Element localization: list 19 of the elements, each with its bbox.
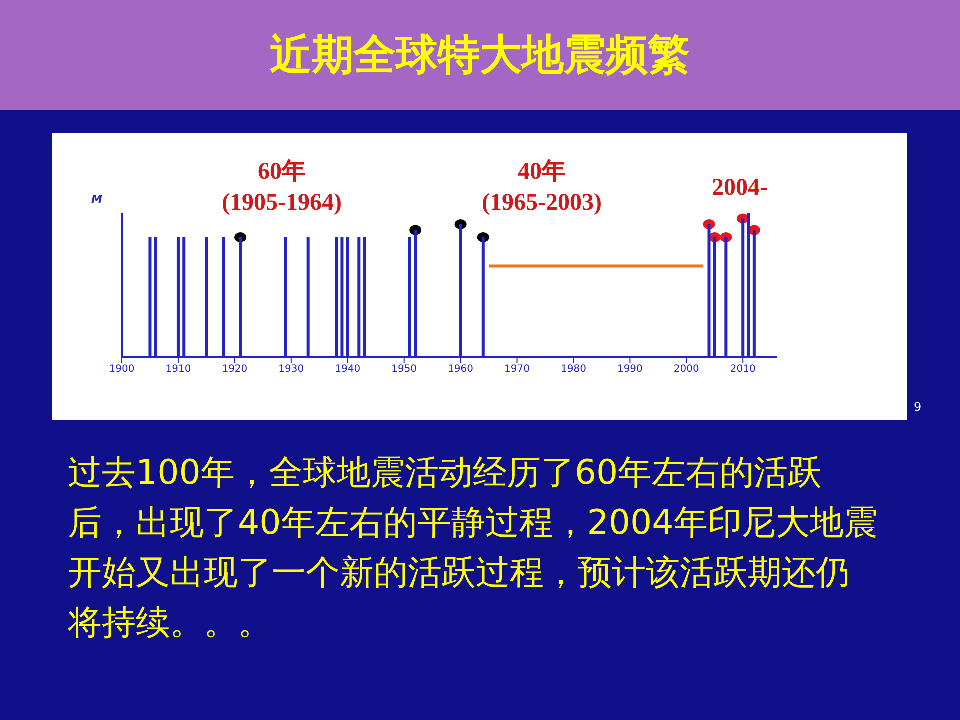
chart-title: 近期全球特大地震频繁 — [270, 29, 690, 81]
text: 过去100年，全球地震活动经历了60年左右的活跃后，出现了40年左右的平静过程，2004年印尼大地震开始又出现了一个新的活跃过程，预计该活跃期还仍将持续。。。 — [68, 452, 879, 645]
x-tick-label: 2010 — [730, 364, 756, 376]
y-axis-title: M — [92, 193, 103, 206]
x-tick-label: 1970 — [504, 364, 530, 376]
text: 2004- — [712, 174, 768, 203]
x-tick-label: 1920 — [222, 364, 248, 376]
x-tick-label: 1900 — [109, 364, 135, 376]
x-tick-label: 1990 — [617, 364, 643, 376]
annotation: 60年 (1905-1964) — [222, 158, 342, 218]
x-tick-label: 1910 — [166, 364, 192, 376]
x-tick-label: 1950 — [392, 364, 418, 376]
x-tick-label: 1980 — [561, 364, 586, 376]
x-tick-label: 2000 — [674, 364, 700, 376]
x-tick-label: 1940 — [335, 364, 361, 376]
annotation: 40年 (1965-2003) — [482, 158, 602, 218]
text: 9 — [914, 400, 922, 414]
x-tick-label: 1930 — [278, 364, 304, 376]
x-tick-label: 1960 — [448, 364, 474, 376]
